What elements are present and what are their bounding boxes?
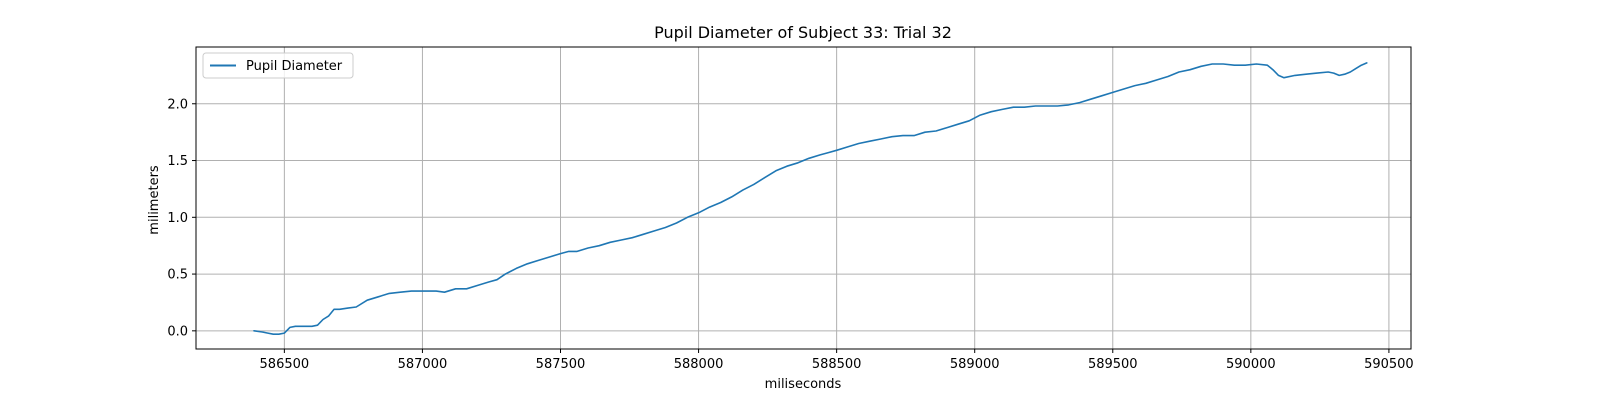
series-layer [253,62,1368,336]
x-axis: 586500 587000 587500 588000 588500 589000 5895… [260,349,1414,372]
y-tick-label: 0.5 [167,268,188,283]
legend-entry-pupil-diameter: Pupil Diameter [246,59,343,74]
y-axis-label: milimeters [147,165,162,235]
y-tick-label: 0.0 [167,324,188,339]
x-tick-label: 589000 [950,357,1000,372]
x-tick-label: 587500 [536,357,586,372]
x-axis-label: miliseconds [765,377,842,392]
chart-title: Pupil Diameter of Subject 33: Trial 32 [654,23,952,42]
legend: Pupil Diameter [202,52,354,79]
x-tick-label: 588500 [812,357,862,372]
plot-area-frame [195,46,1412,350]
y-tick-label: 2.0 [167,97,188,112]
y-axis: 0.0 0.5 1.0 1.5 2.0 [167,97,196,339]
series-line-pupil-diameter [253,62,1368,336]
x-tick-label: 587000 [398,357,448,372]
grid [196,47,1411,349]
x-tick-label: 590000 [1226,357,1276,372]
x-tick-label: 589500 [1088,357,1138,372]
x-tick-label: 590500 [1364,357,1414,372]
x-tick-label: 588000 [674,357,724,372]
legend-box [202,52,354,79]
y-tick-label: 1.5 [167,154,188,169]
y-tick-label: 1.0 [167,211,188,226]
x-tick-label: 586500 [260,357,310,372]
